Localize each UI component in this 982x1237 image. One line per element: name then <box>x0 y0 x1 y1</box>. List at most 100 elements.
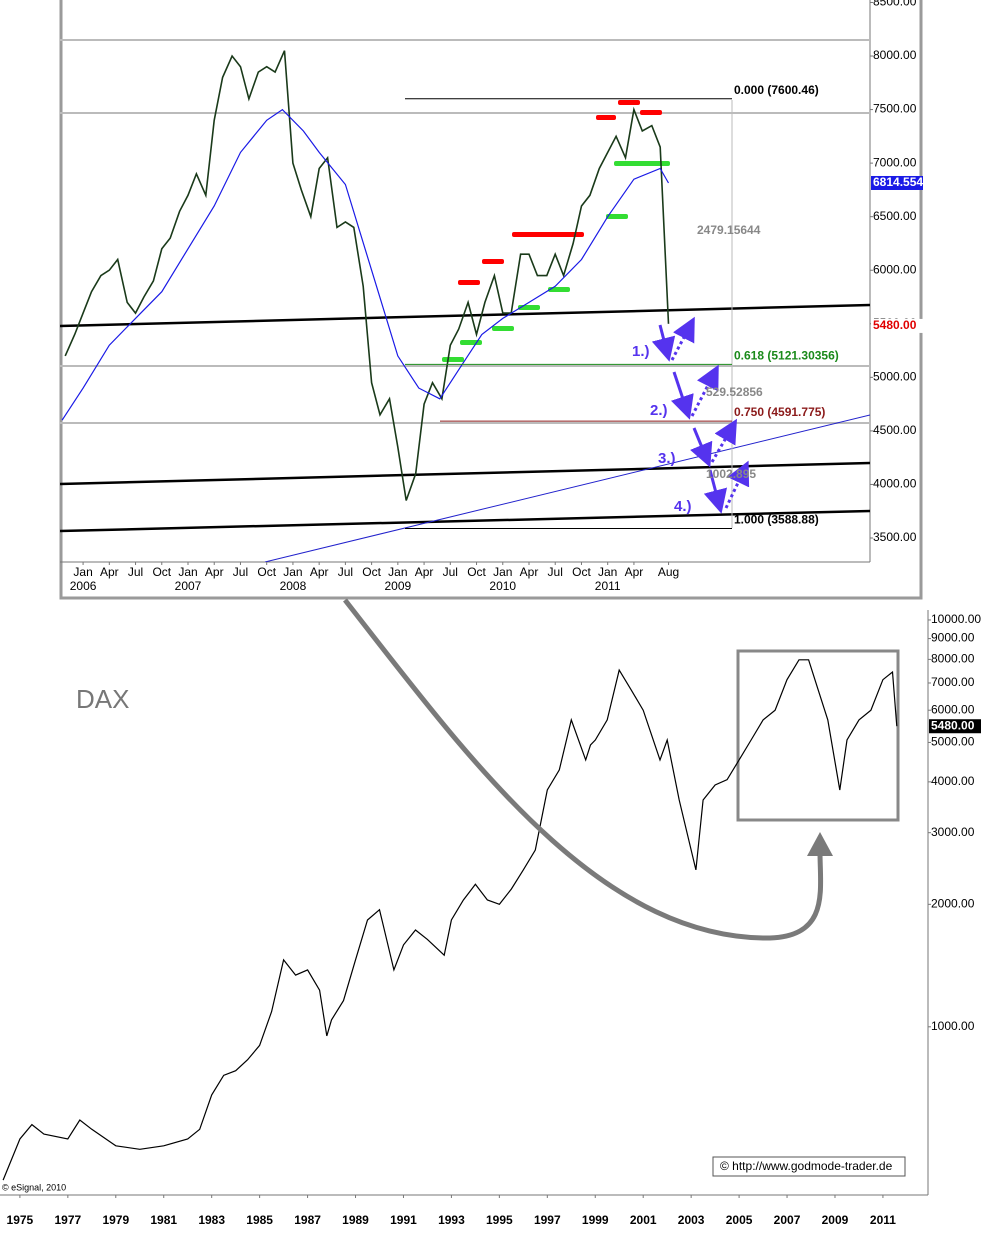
y-tick-label: 3500.00 <box>873 530 917 544</box>
y-tick-label: 7500.00 <box>873 102 917 116</box>
x-tick-label: Jul <box>443 565 458 579</box>
arrow-up <box>690 364 719 417</box>
y-tick-label: 8000.00 <box>873 48 917 62</box>
y-tick-label: 5000.00 <box>873 370 917 384</box>
x-year-label: 2007 <box>175 579 202 593</box>
last-value-box <box>871 175 923 190</box>
x-tick-label: Jan <box>388 565 407 579</box>
last-value-label: 6814.554 <box>873 175 923 189</box>
x-tick-label: Oct <box>152 565 171 579</box>
x-tick-label: Apr <box>415 565 434 579</box>
range-label: 2479.15644 <box>697 223 761 237</box>
support-marker <box>548 287 570 292</box>
x-tick-label: Oct <box>572 565 591 579</box>
inset-frame <box>59 0 923 600</box>
support-marker <box>442 357 464 362</box>
x-tick-label: 1995 <box>486 1213 513 1227</box>
x-tick-label: Oct <box>467 565 486 579</box>
x-tick-label: 1979 <box>102 1213 129 1227</box>
support-marker <box>606 214 628 219</box>
trend-line <box>60 509 870 533</box>
zoom-arrow <box>343 598 824 941</box>
last-value-box <box>929 719 981 734</box>
x-tick-label: Aug <box>658 565 679 579</box>
x-tick-label: 1983 <box>198 1213 225 1227</box>
wave-label: 1.) <box>632 343 650 360</box>
y-tick-label: 8000.00 <box>931 652 975 666</box>
x-tick-label: 2007 <box>774 1213 801 1227</box>
x-tick-label: 2009 <box>822 1213 849 1227</box>
x-tick-label: Jul <box>233 565 248 579</box>
x-year-label: 2006 <box>70 579 97 593</box>
x-tick-label: 1981 <box>150 1213 177 1227</box>
x-tick-label: Jul <box>128 565 143 579</box>
x-tick-label: 2011 <box>870 1213 896 1227</box>
x-tick-label: 1991 <box>390 1213 417 1227</box>
y-tick-label: 5000.00 <box>931 735 975 749</box>
last-value-label: 5480.00 <box>873 318 917 332</box>
y-tick-label: 3000.00 <box>931 825 975 839</box>
arrow-down <box>703 469 728 514</box>
y-tick-label: 10000.00 <box>931 612 981 626</box>
plot <box>61 50 670 501</box>
trend-line <box>264 414 870 562</box>
x-tick-label: 1989 <box>342 1213 369 1227</box>
y-tick-label: 4000.00 <box>873 477 917 491</box>
y-tick-label: 4000.00 <box>931 774 975 788</box>
x-tick-label: 2005 <box>726 1213 753 1227</box>
x-tick-label: Jan <box>73 565 92 579</box>
price-line <box>64 50 670 501</box>
y-tick-label: 8500.00 <box>873 0 917 9</box>
x-tick-label: Jan <box>283 565 302 579</box>
x-year-label: 2009 <box>384 579 411 593</box>
zoom-box <box>736 649 900 822</box>
x-year-label: 2010 <box>489 579 516 593</box>
resistance-markers <box>458 100 662 285</box>
x-tick-label: 1993 <box>438 1213 465 1227</box>
x-year-label: 2008 <box>280 579 307 593</box>
fib-label: 1.000 (3588.88) <box>734 513 819 527</box>
resistance-marker <box>596 115 616 120</box>
range-label: 1002.895 <box>706 467 756 481</box>
arrow-up <box>710 418 738 463</box>
arrow-down <box>670 371 694 420</box>
support-marker <box>492 326 514 331</box>
x-tick-label: 1987 <box>294 1213 321 1227</box>
x-tick-label: Jul <box>548 565 563 579</box>
wave-label: 2.) <box>650 402 668 419</box>
wave-arrows <box>651 316 750 514</box>
trend-line <box>60 303 870 328</box>
arrow-down <box>651 324 676 362</box>
price-line <box>61 108 670 421</box>
y-tick-label: 4500.00 <box>873 423 917 437</box>
resistance-marker <box>458 280 480 285</box>
price-line <box>2 659 898 1181</box>
support-marker <box>460 340 482 345</box>
x-tick-label: 1999 <box>582 1213 609 1227</box>
y-tick-label: 7000.00 <box>873 155 917 169</box>
fib-label: 0.618 (5121.30356) <box>734 349 839 363</box>
wave-label: 4.) <box>674 498 692 515</box>
x-tick-label: Apr <box>520 565 539 579</box>
x-year-label: 2011 <box>595 579 621 593</box>
arrow-up <box>724 460 750 509</box>
y-tick-label: 6500.00 <box>873 209 917 223</box>
x-tick-label: 1997 <box>534 1213 561 1227</box>
x-tick-label: Apr <box>625 565 644 579</box>
fib-label: 0.000 (7600.46) <box>734 83 819 97</box>
x-tick-label: 1985 <box>246 1213 273 1227</box>
range-label: 529.52856 <box>706 385 763 399</box>
x-tick-label: Jan <box>178 565 197 579</box>
resistance-marker <box>512 232 584 237</box>
wave-label: 3.) <box>658 450 676 467</box>
x-tick-label: 2001 <box>630 1213 657 1227</box>
credit-box <box>712 1156 906 1177</box>
resistance-marker <box>482 259 504 264</box>
y-tick-label: 1000.00 <box>931 1019 975 1033</box>
x-tick-label: 2003 <box>678 1213 705 1227</box>
y-tick-label: 7000.00 <box>931 675 975 689</box>
last-value-label: 5480.00 <box>931 718 975 732</box>
arrow-up <box>670 316 695 361</box>
x-tick-label: Jan <box>493 565 512 579</box>
